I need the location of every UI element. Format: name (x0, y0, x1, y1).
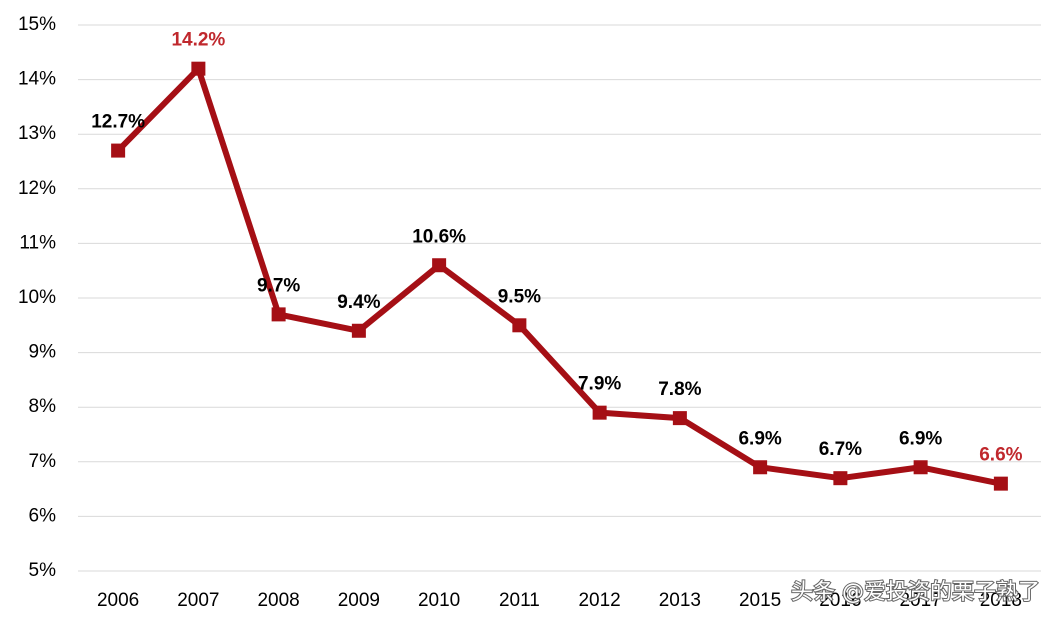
y-tick-label: 13% (18, 123, 56, 144)
marker (913, 460, 928, 475)
x-tick-label: 2018 (980, 590, 1022, 611)
y-tick-label: 12% (18, 178, 56, 199)
data-label: 10.6% (412, 226, 466, 247)
x-tick-label: 2010 (418, 590, 460, 611)
data-label: 7.9% (578, 374, 621, 395)
x-tick-label: 2011 (499, 590, 540, 611)
marker (111, 143, 126, 158)
data-label: 7.8% (658, 379, 701, 400)
data-label: 14.2% (171, 30, 225, 51)
marker (432, 258, 447, 273)
marker (993, 476, 1008, 491)
y-tick-label: 6% (29, 505, 57, 526)
data-label: 6.6% (979, 445, 1022, 466)
x-tick-label: 2009 (338, 590, 380, 611)
data-label: 9.7% (257, 275, 300, 296)
data-label: 9.4% (337, 292, 380, 313)
y-tick-label: 7% (29, 451, 57, 472)
y-tick-label: 10% (18, 287, 56, 308)
marker (351, 323, 366, 338)
line (115, 65, 1002, 487)
x-tick-label: 2006 (97, 590, 139, 611)
x-tick-label: 2017 (899, 590, 941, 611)
y-tick-label: 15% (18, 14, 56, 35)
y-tick-label: 5% (29, 560, 57, 581)
data-label: 6.7% (819, 439, 862, 460)
x-tick-label: 2012 (578, 590, 620, 611)
data-label: 6.9% (738, 428, 781, 449)
x-tick-label: 2008 (257, 590, 299, 611)
x-tick-label: 2015 (739, 590, 781, 611)
watermark: 头条 @爱投资的栗子熟了 (791, 580, 1040, 605)
y-tick-label: 14% (18, 69, 56, 90)
marker (672, 411, 687, 426)
data-label: 6.9% (899, 428, 942, 449)
data-label: 9.5% (498, 286, 541, 307)
y-tick-label: 8% (29, 396, 57, 417)
marker (592, 405, 607, 420)
marker (191, 61, 206, 76)
marker (271, 307, 286, 322)
x-tick-label: 2013 (659, 590, 701, 611)
x-tick-label: 2016 (819, 590, 861, 611)
marker (512, 318, 527, 333)
marker (833, 471, 848, 486)
y-tick-label: 11% (19, 232, 56, 253)
data-label: 12.7% (91, 112, 145, 133)
x-tick-label: 2007 (177, 590, 219, 611)
y-tick-label: 9% (29, 342, 57, 363)
marker (753, 460, 768, 475)
